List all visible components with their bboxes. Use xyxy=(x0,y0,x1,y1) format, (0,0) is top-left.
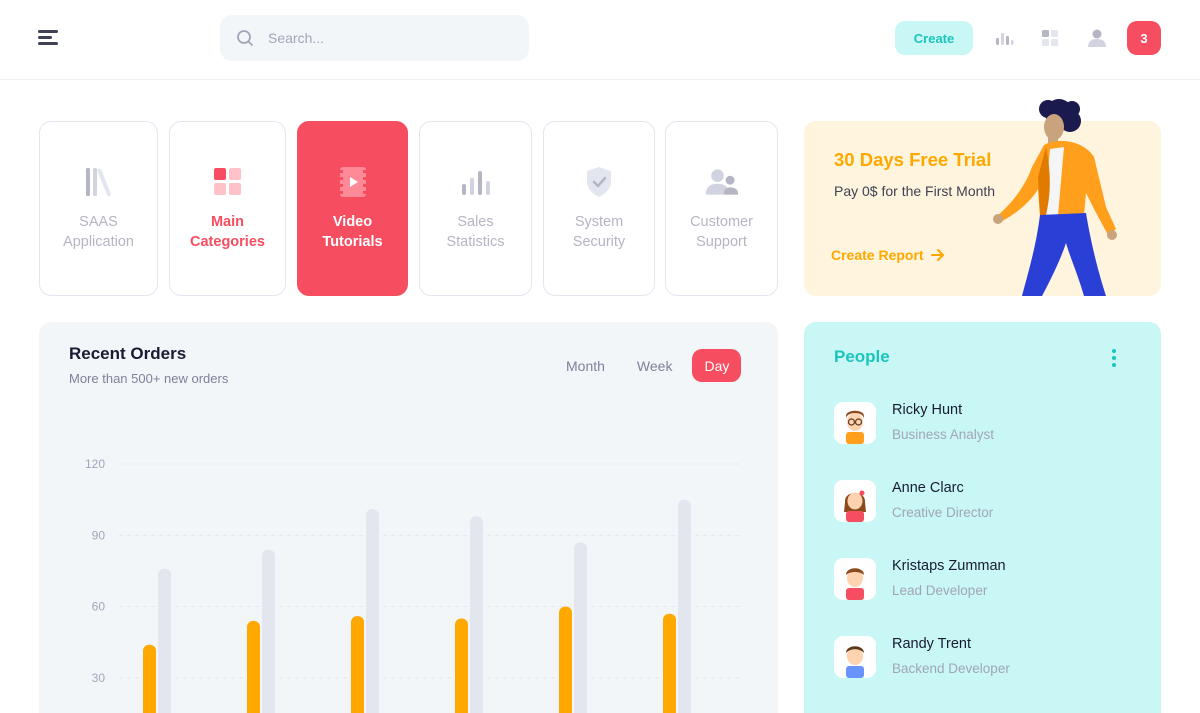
bar[interactable] xyxy=(663,613,676,713)
library-icon xyxy=(81,164,117,200)
y-tick-label: 90 xyxy=(92,528,106,542)
bar[interactable] xyxy=(366,509,379,713)
create-report-link[interactable]: Create Report xyxy=(831,247,946,263)
category-main-categories[interactable]: Main Categories xyxy=(169,121,286,296)
bar[interactable] xyxy=(559,606,572,713)
person-role: Creative Director xyxy=(892,505,994,520)
category-sales-statistics[interactable]: Sales Statistics xyxy=(419,121,532,296)
bar[interactable] xyxy=(574,542,587,713)
orders-subtitle: More than 500+ new orders xyxy=(69,371,229,386)
person-item[interactable]: Ricky Hunt Business Analyst xyxy=(834,402,1134,446)
category-video-tutorials[interactable]: Video Tutorials xyxy=(297,121,408,296)
person-item[interactable]: Randy Trent Backend Developer xyxy=(834,636,1134,680)
category-system-security[interactable]: System Security xyxy=(543,121,655,296)
user-icon[interactable] xyxy=(1085,26,1109,50)
category-customer-support[interactable]: Customer Support xyxy=(665,121,778,296)
avatar-man-red-icon xyxy=(834,558,876,600)
top-header: Create 3 xyxy=(0,0,1200,80)
free-trial-promo: 30 Days Free Trial Pay 0$ for the First … xyxy=(804,99,1161,296)
shield-check-icon xyxy=(581,164,617,200)
bar[interactable] xyxy=(678,499,691,713)
y-tick-label: 60 xyxy=(92,600,106,614)
categories-grid-icon xyxy=(210,164,246,200)
bar[interactable] xyxy=(470,516,483,713)
users-icon xyxy=(704,164,740,200)
orders-title: Recent Orders xyxy=(69,344,187,363)
person-illustration xyxy=(993,99,1117,296)
search-input[interactable] xyxy=(268,15,518,61)
category-saas-application[interactable]: SAAS Application xyxy=(39,121,158,296)
recent-orders-card: Recent Orders More than 500+ new orders … xyxy=(39,322,778,713)
person-name: Randy Trent xyxy=(892,636,971,652)
promo-title: 30 Days Free Trial xyxy=(834,149,992,170)
bar[interactable] xyxy=(247,620,260,713)
apps-grid-icon[interactable] xyxy=(1038,26,1062,50)
orders-bar-chart: 30 60 90 120 xyxy=(85,457,739,713)
person-role: Lead Developer xyxy=(892,583,988,598)
category-label: System Security xyxy=(572,214,626,250)
category-label: SAAS Application xyxy=(63,214,134,250)
create-button[interactable]: Create xyxy=(895,21,973,55)
person-item[interactable]: Kristaps Zumman Lead Developer xyxy=(834,558,1134,602)
category-label: Main Categories xyxy=(190,214,265,250)
person-role: Backend Developer xyxy=(892,661,1010,676)
person-item[interactable]: Anne Clarc Creative Director xyxy=(834,480,1134,524)
people-card: People Ricky Hunt Business Analyst Anne … xyxy=(804,322,1161,713)
category-label: Video Tutorials xyxy=(322,214,383,250)
bar-chart-icon xyxy=(458,164,494,200)
bar-chart-icon[interactable] xyxy=(992,26,1016,50)
y-tick-label: 120 xyxy=(85,457,105,471)
bar[interactable] xyxy=(143,644,156,713)
bar[interactable] xyxy=(158,568,171,713)
search-icon xyxy=(237,30,253,46)
person-role: Business Analyst xyxy=(892,427,995,442)
tab-week[interactable]: Week xyxy=(636,357,673,374)
avatar-man-blue-icon xyxy=(834,636,876,678)
promo-subtitle: Pay 0$ for the First Month xyxy=(834,183,996,199)
person-name: Anne Clarc xyxy=(892,480,964,496)
vertical-dots-icon[interactable] xyxy=(1107,348,1121,368)
bar[interactable] xyxy=(455,618,468,713)
person-name: Kristaps Zumman xyxy=(892,558,1006,574)
bar[interactable] xyxy=(351,616,364,713)
person-name: Ricky Hunt xyxy=(892,402,963,418)
avatar-glasses-man-icon xyxy=(834,402,876,444)
avatar-woman-icon xyxy=(834,480,876,522)
bar[interactable] xyxy=(262,549,275,713)
hamburger-icon[interactable] xyxy=(36,27,62,49)
period-tabs: Month Week Day xyxy=(554,349,742,382)
tab-month[interactable]: Month xyxy=(566,357,605,374)
category-label: Sales Statistics xyxy=(446,214,505,250)
film-play-icon xyxy=(335,164,371,200)
y-tick-label: 30 xyxy=(92,671,106,685)
people-title: People xyxy=(834,347,890,366)
notification-badge[interactable]: 3 xyxy=(1127,21,1161,55)
tab-day[interactable]: Day xyxy=(692,349,742,382)
search-box xyxy=(220,15,529,61)
create-report-label: Create Report xyxy=(831,247,924,263)
arrow-right-icon xyxy=(930,249,944,261)
category-label: Customer Support xyxy=(690,214,753,250)
